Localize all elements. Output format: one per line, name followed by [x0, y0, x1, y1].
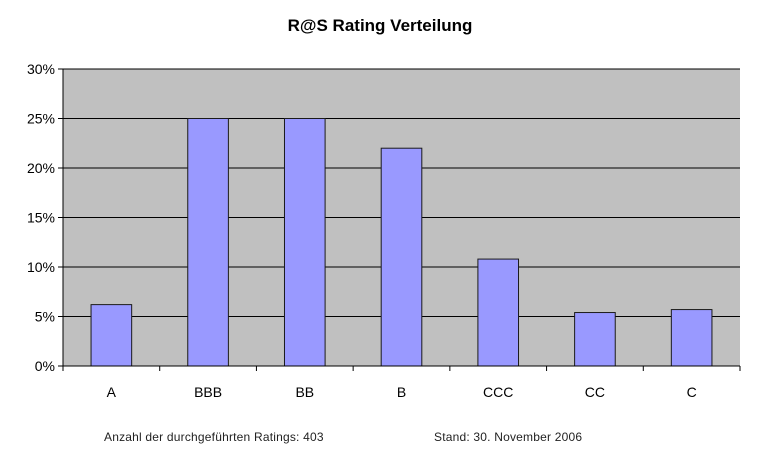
y-tick-label: 30% [27, 61, 55, 77]
bar-ccc [477, 258, 520, 367]
x-axis: A BBB BB B CCC CC C [62, 365, 741, 400]
y-axis: 0% 5% 10% 15% 20% 25% 30% [27, 61, 64, 374]
x-tick-label: CCC [483, 384, 513, 400]
y-tick-label: 10% [27, 259, 55, 275]
y-tick-label: 15% [27, 210, 55, 226]
bar-chart: 0%5%10%15%20%25%30% A BBB BB B CCC CC C [27, 61, 741, 400]
x-tick-label: BBB [194, 384, 222, 400]
bar-bb [283, 118, 326, 367]
bar-cc [574, 312, 616, 367]
y-tick-label: 5% [35, 309, 55, 325]
x-tick-label: C [687, 384, 697, 400]
y-tick-label: 20% [27, 160, 55, 176]
x-tick-label: BB [295, 384, 314, 400]
bar-bbb [187, 118, 229, 367]
date-note: Stand: 30. November 2006 [434, 430, 583, 444]
bar-b [380, 147, 423, 367]
chart-title: R@S Rating Verteilung [287, 16, 473, 35]
x-tick-label: CC [585, 384, 605, 400]
x-tick-label: A [107, 384, 117, 400]
y-tick-label: 25% [27, 111, 55, 127]
bars [90, 118, 713, 367]
bar-c [670, 309, 713, 367]
y-tick-label: 0% [35, 358, 55, 374]
bar-a [90, 304, 133, 367]
ratings-count-note: Anzahl der durchgeführten Ratings: 403 [104, 430, 324, 444]
x-tick-label: B [397, 384, 406, 400]
